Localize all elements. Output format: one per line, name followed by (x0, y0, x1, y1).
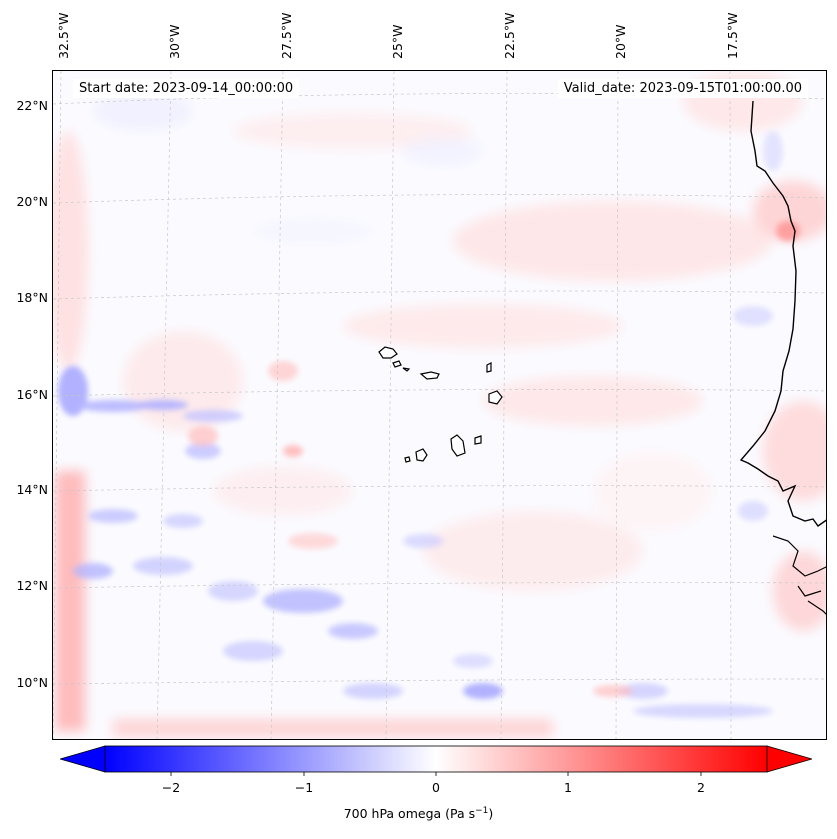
colorbar-extend-min (60, 745, 106, 773)
lat-label-14n: 14°N (16, 482, 48, 497)
island-brava (404, 456, 411, 463)
colorbar-label-exponent: −1 (475, 806, 489, 816)
colorbar-tick-marks (170, 772, 702, 776)
map-panel[interactable]: Start date: 2023-09-14_00:00:00 Valid_da… (52, 70, 827, 740)
island-santo-antao (378, 346, 398, 359)
lon-label-17-5w: 17.5°W (725, 12, 740, 59)
colorbar-tick-neg2: −2 (161, 780, 181, 795)
island-sao-vicente (392, 360, 402, 368)
lon-label-30w: 30°W (167, 24, 182, 59)
omega-field-map (53, 71, 826, 739)
lon-label-20w: 20°W (613, 24, 628, 59)
graticule (53, 71, 826, 739)
omega-shading-broad (53, 71, 826, 737)
lon-label-27-5w: 27.5°W (279, 12, 294, 59)
lat-label-22n: 22°N (16, 98, 48, 113)
lat-label-12n: 12°N (16, 578, 48, 593)
lat-label-16n: 16°N (16, 387, 48, 402)
colorbar-scale (104, 745, 768, 773)
omega-shading-fine (58, 131, 800, 718)
cape-verde-islands (378, 346, 503, 463)
colorbar-label-close: ) (488, 806, 494, 822)
island-sal (486, 362, 492, 373)
island-santa-luzia (402, 367, 411, 372)
colorbar-tick-1: 1 (564, 780, 572, 795)
colorbar-extend-max (766, 745, 812, 773)
lon-label-22-5w: 22.5°W (502, 12, 517, 59)
colorbar (60, 745, 812, 776)
island-maio (474, 435, 482, 445)
colorbar-tick-neg1: −1 (294, 780, 314, 795)
valid-date-label: Valid_date: 2023-09-15T01:00:00.00 (557, 79, 808, 98)
lat-label-20n: 20°N (16, 194, 48, 209)
lat-label-18n: 18°N (16, 290, 48, 305)
colorbar-tick-2: 2 (697, 780, 705, 795)
africa-coastline (739, 100, 826, 527)
colorbar-tick-0: 0 (432, 780, 440, 795)
colorbar-label-text: 700 hPa omega (Pa s (343, 806, 476, 822)
island-boa-vista (488, 390, 503, 405)
island-sao-nicolau (419, 371, 440, 380)
island-santiago (450, 434, 466, 457)
colorbar-label: 700 hPa omega (Pa s−1) (0, 806, 837, 821)
lat-label-10n: 10°N (16, 675, 48, 690)
island-fogo (415, 448, 428, 462)
lon-label-32-5w: 32.5°W (56, 12, 71, 59)
start-date-label: Start date: 2023-09-14_00:00:00 (73, 79, 300, 98)
africa-coastline-south (772, 535, 826, 615)
lon-label-25w: 25°W (390, 24, 405, 59)
